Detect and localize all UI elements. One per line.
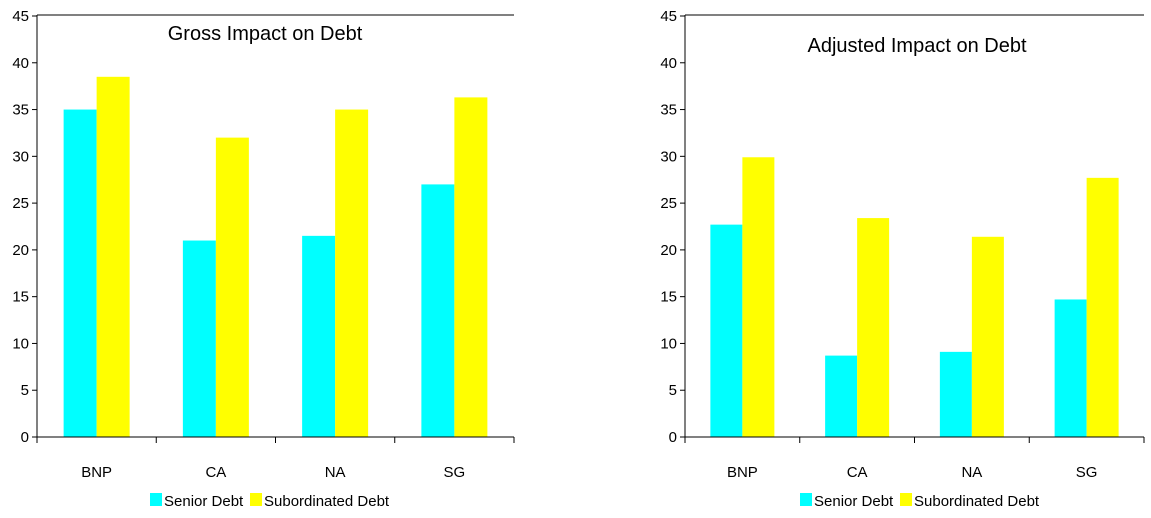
chart2-category-label-bnp: BNP: [727, 464, 758, 481]
chart2-bar-subordinated-sg: [1086, 177, 1119, 437]
chart1-bar-senior-bnp: [63, 109, 97, 438]
chart2-bar-subordinated-ca: [857, 218, 890, 437]
chart1-y-tick-label: 25: [12, 195, 29, 212]
chart2-y-tick-label: 40: [660, 55, 677, 72]
chart1-legend-label-subordinated: Subordinated Debt: [264, 493, 390, 510]
chart2-bar-subordinated-na: [971, 236, 1004, 437]
chart2-bar-subordinated-bnp: [742, 157, 775, 437]
chart2-category-label-na: NA: [961, 464, 982, 481]
chart1-y-tick-label: 35: [12, 102, 29, 119]
chart2-legend-swatch-subordinated: [900, 493, 912, 506]
chart1-category-label-ca: CA: [205, 464, 226, 481]
chart2-y-tick-label: 20: [660, 242, 677, 259]
chart2-y-tick-label: 25: [660, 195, 677, 212]
chart1-category-label-sg: SG: [444, 464, 466, 481]
chart1-bar-subordinated-ca: [215, 137, 249, 437]
chart2-y-tick-label: 10: [660, 335, 677, 352]
chart1-legend-label-senior: Senior Debt: [164, 493, 244, 510]
chart1-category-label-na: NA: [325, 464, 346, 481]
chart1-bar-subordinated-sg: [454, 97, 488, 437]
chart2-y-tick-label: 30: [660, 148, 677, 165]
chart2-y-tick-label: 5: [669, 382, 677, 399]
chart1-y-tick-label: 40: [12, 55, 29, 72]
chart1-category-label-bnp: BNP: [81, 464, 112, 481]
chart2-category-label-sg: SG: [1076, 464, 1098, 481]
chart1-y-tick-label: 20: [12, 242, 29, 259]
chart1-y-tick-label: 0: [21, 429, 29, 446]
chart2-category-label-ca: CA: [847, 464, 868, 481]
chart2-y-tick-label: 0: [669, 429, 677, 446]
chart2-bar-senior-na: [939, 351, 972, 437]
chart1-legend-swatch-subordinated: [250, 493, 262, 506]
chart2-y-tick-label: 45: [660, 8, 677, 25]
chart2-bar-senior-ca: [825, 355, 858, 437]
chart1-bar-senior-sg: [421, 184, 455, 437]
chart2-bar-senior-bnp: [710, 224, 743, 437]
chart2-legend-label-subordinated: Subordinated Debt: [914, 493, 1040, 510]
chart1-bar-senior-ca: [182, 240, 216, 437]
chart2-legend-label-senior: Senior Debt: [814, 493, 894, 510]
chart1-title: Gross Impact on Debt: [168, 23, 363, 45]
chart1-y-tick-label: 10: [12, 335, 29, 352]
chart1-bar-subordinated-bnp: [96, 76, 130, 438]
chart2-legend-swatch-senior: [800, 493, 812, 506]
chart2-y-tick-label: 35: [660, 102, 677, 119]
chart1-y-tick-label: 45: [12, 8, 29, 25]
chart2-title: Adjusted Impact on Debt: [807, 35, 1026, 57]
chart1-legend-swatch-senior: [150, 493, 162, 506]
chart1-bar-subordinated-na: [335, 109, 369, 438]
chart1-y-tick-label: 15: [12, 289, 29, 306]
chart1-bar-senior-na: [302, 235, 336, 437]
chart1-y-tick-label: 30: [12, 148, 29, 165]
chart2-y-tick-label: 15: [660, 289, 677, 306]
chart1-y-tick-label: 5: [21, 382, 29, 399]
chart2-bar-senior-sg: [1054, 299, 1087, 437]
